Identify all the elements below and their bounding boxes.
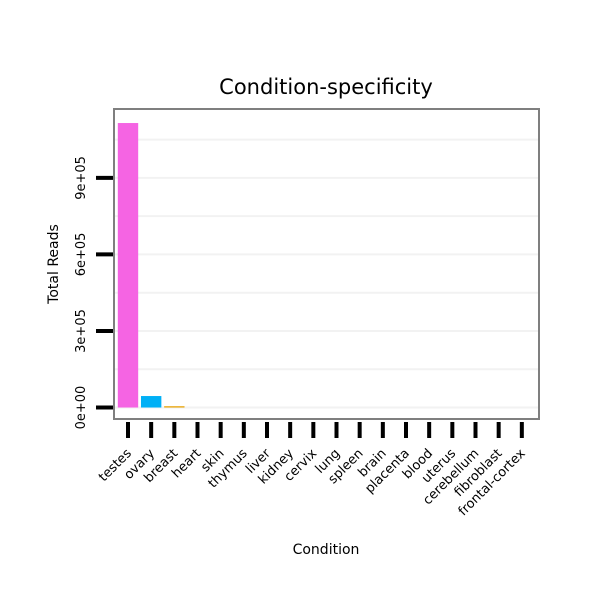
- bar-breast: [164, 406, 185, 408]
- y-tick-label: 9e+05: [74, 156, 89, 200]
- y-tick-label: 3e+05: [74, 309, 89, 353]
- bar-ovary: [140, 396, 162, 408]
- y-axis-label: Total Reads: [46, 224, 62, 305]
- bar-testes: [117, 123, 139, 408]
- plot-panel: [113, 108, 540, 420]
- grid-lines: [115, 138, 538, 409]
- chart-title: Condition-specificity: [219, 75, 433, 99]
- y-axis-ticks: 0e+00 3e+05 6e+05 9e+05: [74, 156, 113, 429]
- y-tick-label: 6e+05: [74, 233, 89, 277]
- y-tick-label: 0e+00: [74, 386, 89, 430]
- x-axis-ticks: testesovarybreastheartskinthymusliverkid…: [96, 422, 529, 519]
- bars: [117, 123, 185, 408]
- x-axis-label: Condition: [293, 542, 360, 558]
